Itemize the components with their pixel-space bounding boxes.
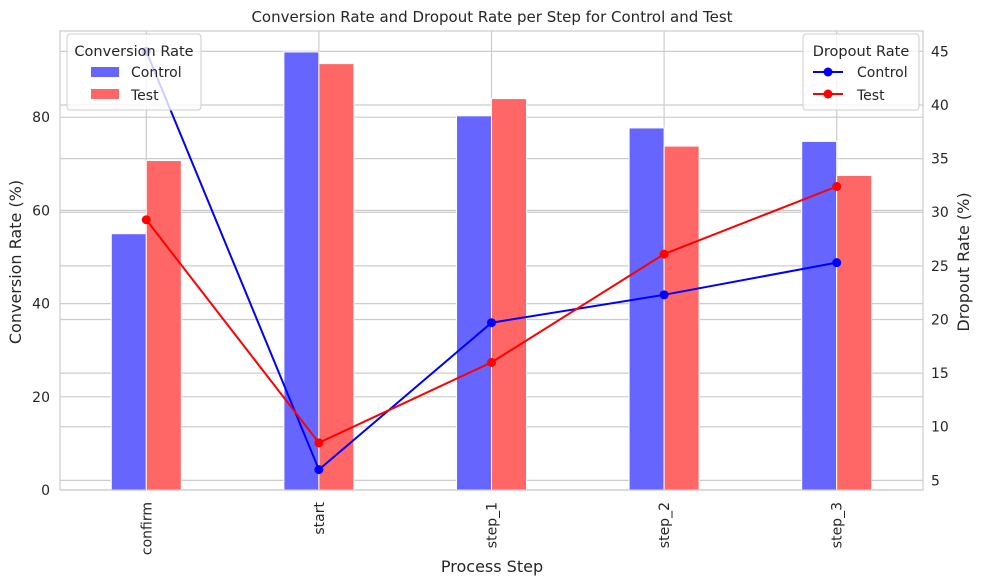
- plot-frame: [59, 30, 924, 491]
- point-test-step_1: [487, 357, 496, 367]
- right-y-tick-label: 10: [931, 420, 949, 436]
- conversion-legend-control-swatch: [91, 67, 119, 77]
- x-tick-label-start: start: [312, 501, 328, 534]
- x-tick-label-confirm: confirm: [139, 502, 155, 555]
- right-y-tick-label: 30: [931, 205, 949, 221]
- point-test-step_2: [659, 249, 669, 259]
- bar-control-step_3: [801, 140, 838, 491]
- x-axis-label: Process Step: [441, 557, 543, 576]
- conversion-legend-test-swatch: [91, 89, 119, 99]
- bar-test-start: [318, 63, 355, 491]
- dropout-legend-test-label: Test: [856, 88, 885, 104]
- dropout-legend-frame: [802, 33, 920, 111]
- bar-test-step_2: [663, 145, 700, 491]
- conversion-legend-control-label: Control: [131, 65, 182, 81]
- point-control-step_3: [832, 258, 842, 268]
- bar-test-step_1: [491, 98, 527, 491]
- dropout-rate-legend: Dropout Rate Control Test: [802, 33, 920, 111]
- point-control-start: [314, 465, 324, 475]
- line-series: [141, 46, 842, 475]
- right-y-tick-label: 35: [931, 152, 949, 168]
- dropout-legend-control-label: Control: [857, 65, 908, 81]
- left-y-tick-label: 0: [41, 483, 50, 499]
- left-y-tick-label: 60: [32, 203, 50, 219]
- right-y-tick-label: 45: [931, 44, 949, 60]
- bar-control-confirm: [110, 233, 147, 491]
- dropout-legend-control-marker: [823, 67, 833, 77]
- x-tick-label-step_3: step_3: [830, 502, 846, 548]
- right-y-tick-label: 25: [931, 259, 949, 275]
- point-control-step_2: [659, 290, 669, 300]
- point-test-start: [314, 438, 324, 448]
- right-y-tick-label: 5: [931, 473, 940, 489]
- bar-test-confirm: [145, 160, 182, 491]
- x-tick-label-step_1: step_1: [485, 502, 501, 548]
- axes: 0 20 40 60 80 5 10 15 20 25 30 35 40 45 confirm start st…: [32, 30, 949, 555]
- bar-test-step_3: [836, 174, 873, 491]
- dropout-legend-title: Dropout Rate: [813, 44, 910, 60]
- conversion-legend-test-label: Test: [130, 88, 159, 104]
- right-y-tick-label: 15: [931, 366, 949, 382]
- left-y-tick-label: 80: [32, 110, 50, 126]
- conversion-rate-legend: Conversion Rate Control Test: [66, 33, 202, 111]
- chart-title: Conversion Rate and Dropout Rate per Ste…: [251, 8, 732, 26]
- bar-series: [110, 51, 873, 491]
- left-y-tick-label: 40: [32, 297, 50, 313]
- x-tick-label-step_2: step_2: [657, 502, 673, 548]
- left-y-tick-label: 20: [32, 390, 50, 406]
- dropout-legend-test-marker: [823, 89, 833, 99]
- right-y-tick-label: 40: [931, 98, 949, 114]
- right-y-tick-label: 20: [931, 312, 949, 328]
- left-y-axis-label: Conversion Rate (%): [6, 180, 25, 344]
- bar-control-step_1: [456, 115, 492, 491]
- bar-control-start: [283, 51, 320, 491]
- point-control-step_1: [487, 318, 496, 328]
- point-test-confirm: [141, 215, 151, 225]
- right-y-axis-label: Dropout Rate (%): [954, 192, 973, 331]
- conversion-legend-title: Conversion Rate: [74, 44, 193, 60]
- bar-control-step_2: [628, 127, 665, 491]
- point-test-step_3: [832, 182, 842, 192]
